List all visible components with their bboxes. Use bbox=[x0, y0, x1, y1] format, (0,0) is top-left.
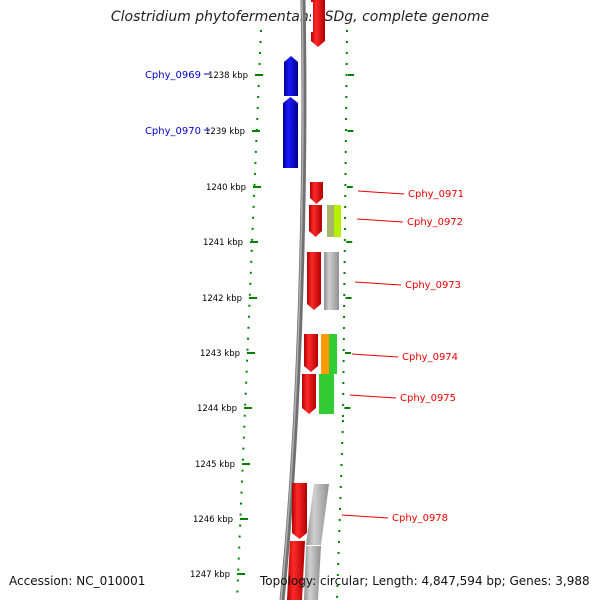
tick-label: 1238 kbp bbox=[208, 71, 248, 81]
tick-label: 1241 kbp bbox=[203, 238, 243, 248]
cog-box-cphy-0973 bbox=[324, 252, 339, 310]
leader-line-cphy-0974 bbox=[351, 353, 399, 358]
tick-label: 1245 kbp bbox=[195, 460, 235, 470]
gene-label-cphy-0973: Cphy_0973 bbox=[405, 280, 461, 291]
leader-line-cphy-0975 bbox=[349, 394, 397, 399]
gene-label-cphy-0969: Cphy_0969 bbox=[145, 70, 201, 81]
gene-label-cphy-0972: Cphy_0972 bbox=[407, 217, 463, 228]
cog-box-cphy-0974 bbox=[321, 334, 329, 374]
right-dotted-track bbox=[342, 29, 348, 421]
gene-arrow-bottom bbox=[287, 541, 305, 600]
gene-label-cphy-0974: Cphy_0974 bbox=[402, 352, 458, 363]
backbone-line bbox=[279, 0, 307, 600]
leader-line-cphy-0971 bbox=[357, 190, 405, 195]
gene-arrow-cphy-0969 bbox=[284, 56, 298, 96]
tick-label: 1243 kbp bbox=[200, 349, 240, 359]
cog-box-cphy-0974-b bbox=[329, 334, 337, 374]
topology-label: Topology: circular; Length: 4,847,594 bp… bbox=[260, 574, 590, 588]
leader-line-cphy-0978 bbox=[341, 514, 389, 519]
gene-arrow-cphy-0973 bbox=[307, 252, 321, 310]
left-dotted-track bbox=[236, 29, 262, 600]
cog-box-cphy-0975 bbox=[319, 374, 334, 414]
gene-arrow-cphy-0974 bbox=[304, 334, 318, 372]
right-dotted-track-lower bbox=[336, 419, 344, 600]
gene-arrow-cphy-0970 bbox=[283, 97, 298, 168]
cog-box-cphy-0972 bbox=[327, 205, 334, 237]
cog-box-cphy-0978 bbox=[306, 484, 329, 545]
gene-arrow-cphy-0972 bbox=[309, 205, 322, 237]
backbone-highlight bbox=[280, 0, 304, 600]
tick-label: 1239 kbp bbox=[205, 127, 245, 137]
tick-label: 1247 kbp bbox=[190, 570, 230, 580]
accession-label: Accession: NC_010001 bbox=[9, 574, 146, 588]
gene-arrow-top bbox=[311, 0, 325, 47]
gene-label-cphy-0978: Cphy_0978 bbox=[392, 513, 448, 524]
genome-title: Clostridium phytofermentans ISDg, comple… bbox=[110, 9, 490, 25]
cog-box-cphy-0972-b bbox=[334, 205, 341, 237]
leader-line-cphy-0973 bbox=[354, 281, 402, 286]
gene-arrow-cphy-0978 bbox=[292, 483, 307, 539]
tick-label: 1240 kbp bbox=[206, 183, 246, 193]
gene-label-cphy-0970: Cphy_0970 bbox=[145, 126, 201, 137]
tick-label: 1244 kbp bbox=[197, 404, 237, 414]
leader-line-cphy-0972 bbox=[356, 218, 404, 223]
gene-label-cphy-0975: Cphy_0975 bbox=[400, 393, 456, 404]
cog-box-bottom bbox=[304, 546, 321, 600]
gene-arrow-cphy-0971 bbox=[310, 182, 323, 204]
tick-label: 1242 kbp bbox=[202, 294, 242, 304]
gene-label-cphy-0971: Cphy_0971 bbox=[408, 189, 464, 200]
tick-label: 1246 kbp bbox=[193, 515, 233, 525]
gene-arrow-cphy-0975 bbox=[302, 374, 316, 414]
gene-arrow-highlight bbox=[311, 2, 313, 32]
